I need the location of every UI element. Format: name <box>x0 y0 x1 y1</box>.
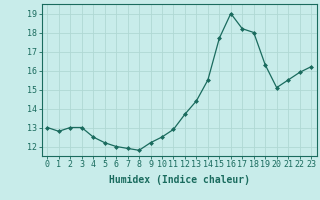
X-axis label: Humidex (Indice chaleur): Humidex (Indice chaleur) <box>109 175 250 185</box>
